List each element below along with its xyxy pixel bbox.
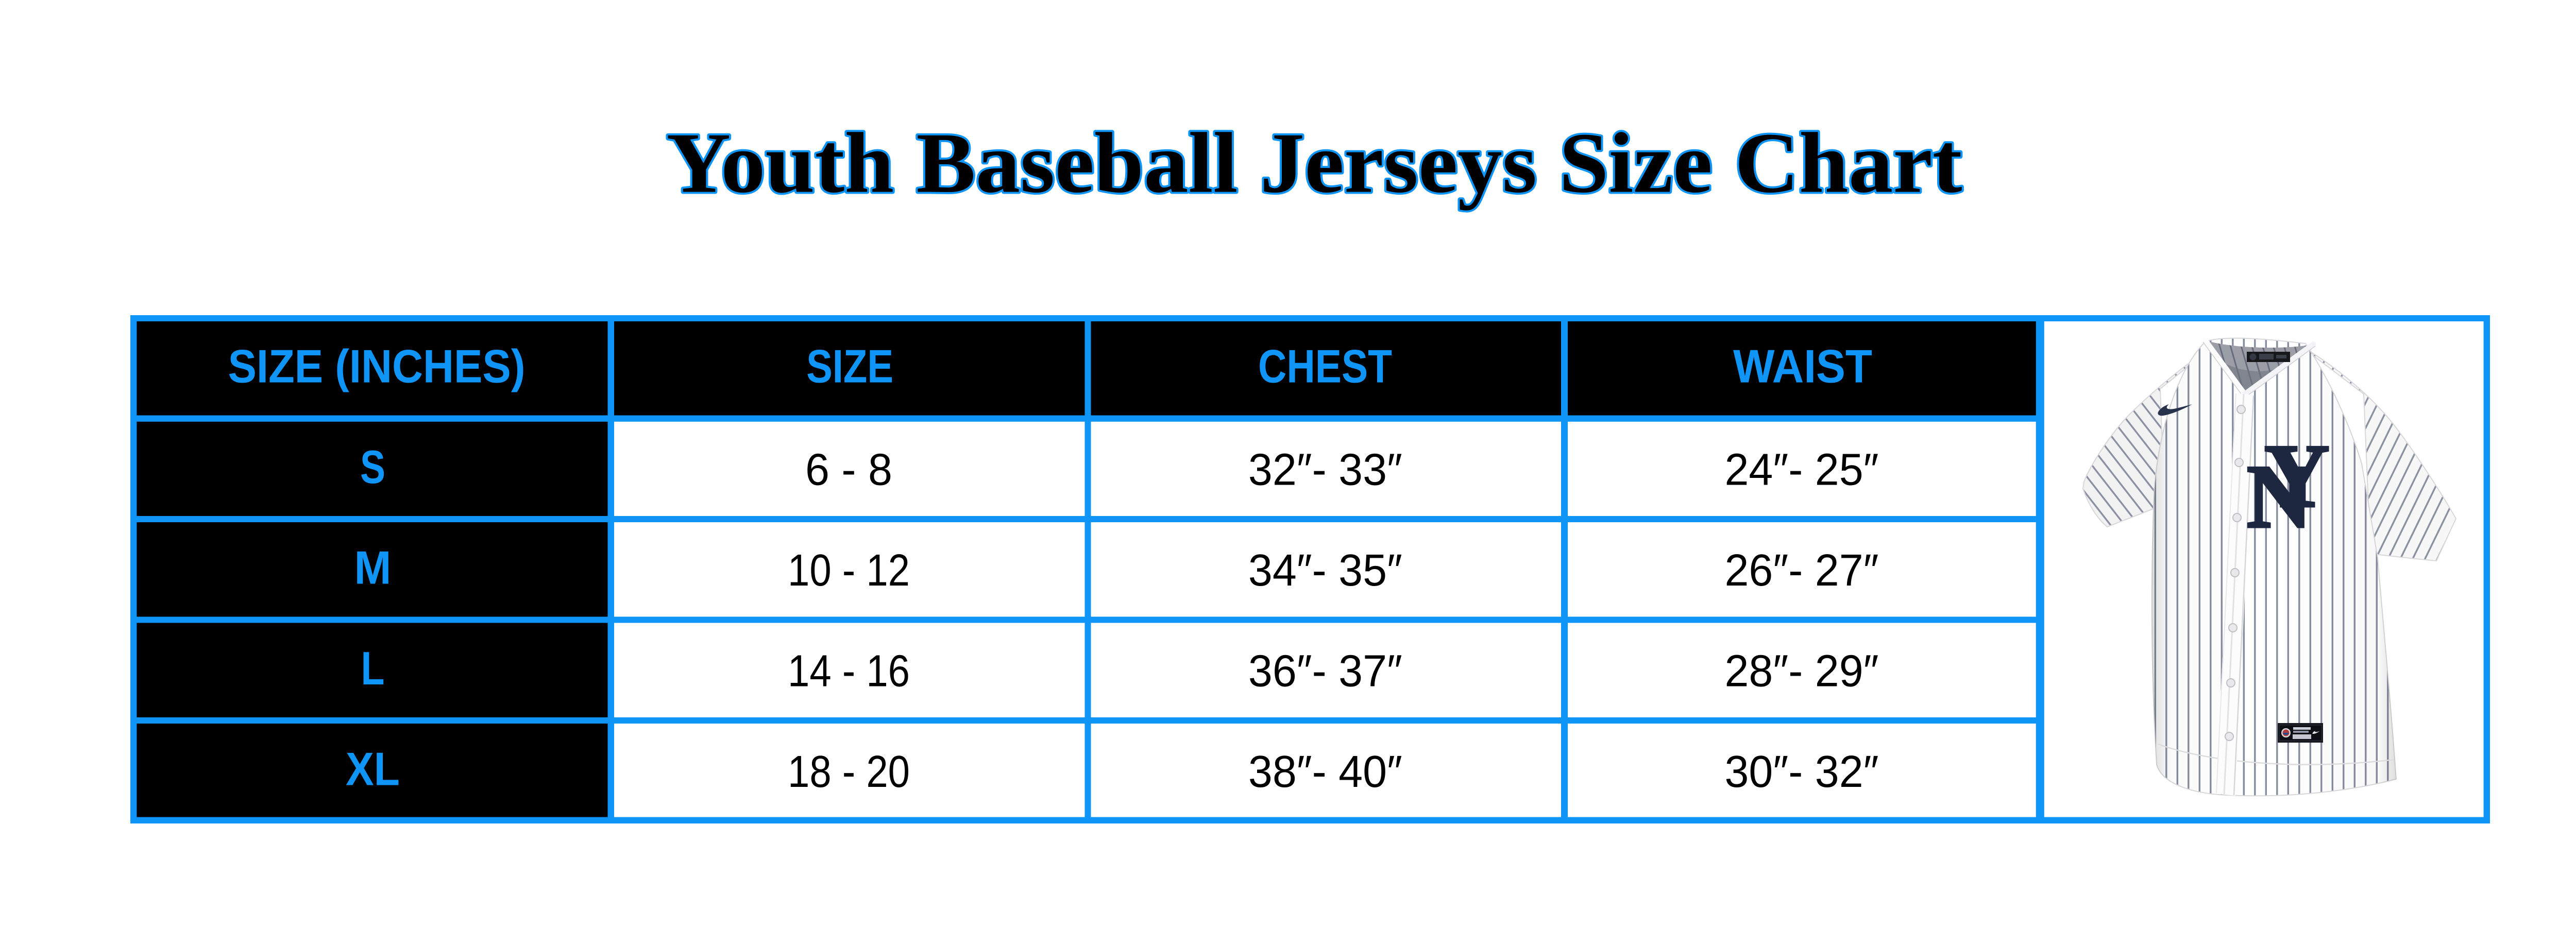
svg-text:SIZE: SIZE bbox=[806, 341, 893, 393]
svg-text:36″- 37″: 36″- 37″ bbox=[1248, 646, 1402, 696]
svg-text:14 - 16: 14 - 16 bbox=[788, 646, 910, 696]
svg-text:CHEST: CHEST bbox=[1258, 341, 1392, 393]
svg-text:N: N bbox=[2247, 446, 2312, 546]
svg-text:26″- 27″: 26″- 27″ bbox=[1725, 545, 1879, 595]
svg-text:10 - 12: 10 - 12 bbox=[788, 545, 910, 595]
svg-text:38″- 40″: 38″- 40″ bbox=[1248, 747, 1402, 797]
svg-text:SIZE (INCHES): SIZE (INCHES) bbox=[228, 341, 526, 393]
svg-text:Y: Y bbox=[2264, 426, 2329, 526]
svg-text:34″- 35″: 34″- 35″ bbox=[1248, 545, 1402, 595]
svg-text:M: M bbox=[354, 542, 392, 594]
svg-text:XL: XL bbox=[346, 743, 400, 795]
svg-text:24″- 25″: 24″- 25″ bbox=[1725, 444, 1879, 494]
svg-text:28″- 29″: 28″- 29″ bbox=[1725, 646, 1879, 696]
svg-text:L: L bbox=[361, 643, 385, 695]
svg-text:S: S bbox=[360, 441, 385, 493]
svg-text:WAIST: WAIST bbox=[1733, 341, 1872, 393]
svg-text:18 - 20: 18 - 20 bbox=[788, 747, 910, 797]
svg-text:32″- 33″: 32″- 33″ bbox=[1248, 444, 1402, 494]
svg-text:6 - 8: 6 - 8 bbox=[805, 444, 892, 494]
svg-text:Youth Baseball Jerseys Size Ch: Youth Baseball Jerseys Size Chart bbox=[667, 116, 1962, 211]
svg-text:30″- 32″: 30″- 32″ bbox=[1725, 747, 1879, 797]
